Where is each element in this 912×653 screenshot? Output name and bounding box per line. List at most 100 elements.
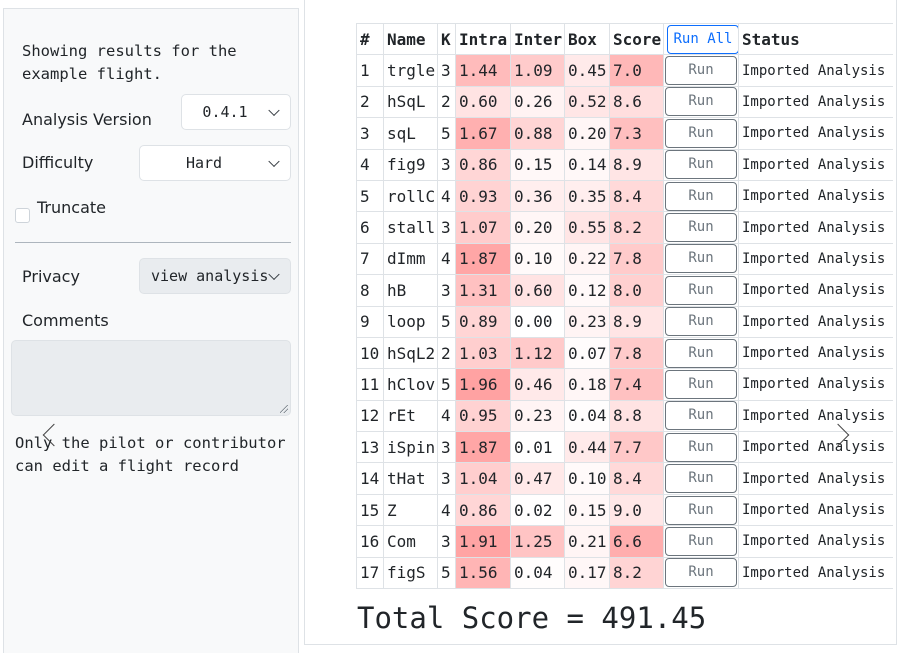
row-k: 3 <box>437 54 456 87</box>
row-status: Imported Analysis a <box>738 242 893 276</box>
header-inter: Inter <box>510 23 565 56</box>
row-box: 0.10 <box>564 462 610 495</box>
row-score: 8.9 <box>609 148 664 181</box>
row-score: 7.4 <box>609 368 664 401</box>
row-name: fig9 <box>383 148 438 181</box>
row-box: 0.20 <box>564 117 610 150</box>
row-number: 6 <box>356 211 384 244</box>
run-cell: Run <box>663 525 739 558</box>
row-name: hSqL <box>383 85 438 119</box>
row-name: tHat <box>383 462 438 495</box>
analysis-version-value: 0.4.1 <box>202 103 248 121</box>
row-inter: 0.01 <box>510 431 565 464</box>
row-number: 13 <box>356 431 384 464</box>
run-cell: Run <box>663 274 739 307</box>
run-button[interactable]: Run <box>665 526 737 556</box>
table-row: 14 tHat 3 1.04 0.47 0.10 8.4 Run Imported Analys… <box>356 462 893 495</box>
row-box: 0.18 <box>564 368 610 401</box>
run-button[interactable]: Run <box>665 307 737 337</box>
row-score: 6.6 <box>609 525 664 558</box>
results-table-container[interactable]: # Name K Intra Inter Box Score Run All S… <box>356 23 893 590</box>
row-inter: 0.02 <box>510 493 565 527</box>
row-k: 5 <box>437 305 456 338</box>
row-k: 4 <box>437 179 456 213</box>
row-status: Imported Analysis a <box>738 431 893 464</box>
run-cell: Run <box>663 399 739 433</box>
row-k: 5 <box>437 556 456 590</box>
run-cell: Run <box>663 431 739 464</box>
run-button[interactable]: Run <box>665 558 737 588</box>
run-button[interactable]: Run <box>665 432 737 462</box>
row-k: 4 <box>437 399 456 433</box>
resize-grip-icon[interactable] <box>280 405 288 413</box>
row-intra: 1.07 <box>455 211 511 244</box>
row-intra: 1.31 <box>455 274 511 307</box>
run-button[interactable]: Run <box>665 495 737 525</box>
run-button[interactable]: Run <box>665 401 737 431</box>
row-score: 8.4 <box>609 179 664 213</box>
row-intra: 0.95 <box>455 399 511 433</box>
run-cell: Run <box>663 336 739 370</box>
row-inter: 0.47 <box>510 462 565 495</box>
table-row: 12 rEt 4 0.95 0.23 0.04 8.8 Run Imported Analysi… <box>356 399 893 433</box>
run-button[interactable]: Run <box>665 118 737 148</box>
table-row: 3 sqL 5 1.67 0.88 0.20 7.3 Run Imported Analysis… <box>356 117 893 150</box>
row-number: 10 <box>356 336 384 370</box>
row-inter: 0.04 <box>510 556 565 590</box>
row-box: 0.15 <box>564 493 610 527</box>
row-score: 8.2 <box>609 211 664 244</box>
row-status: Imported Analysis a <box>738 305 893 338</box>
row-status: Imported Analysis a <box>738 368 893 401</box>
table-row: 1 trgle 3 1.44 1.09 0.45 7.0 Run Imported Analys… <box>356 54 893 87</box>
row-number: 4 <box>356 148 384 181</box>
table-row: 10 hSqL2 2 1.03 1.12 0.07 7.8 Run Imported Analy… <box>356 336 893 370</box>
difficulty-select[interactable]: Hard <box>139 145 291 181</box>
run-button[interactable]: Run <box>665 213 737 243</box>
header-score: Score <box>609 23 664 56</box>
table-row: 4 fig9 3 0.86 0.15 0.14 8.9 Run Imported Analysi… <box>356 148 893 181</box>
row-intra: 0.89 <box>455 305 511 338</box>
analysis-version-select[interactable]: 0.4.1 <box>181 94 291 130</box>
run-button[interactable]: Run <box>665 369 737 399</box>
row-number: 8 <box>356 274 384 307</box>
truncate-checkbox[interactable] <box>15 208 30 223</box>
row-inter: 0.20 <box>510 211 565 244</box>
run-all-cell: Run All <box>663 23 739 56</box>
row-box: 0.17 <box>564 556 610 590</box>
table-row: 6 stall 3 1.07 0.20 0.55 8.2 Run Imported Analys… <box>356 211 893 244</box>
run-button[interactable]: Run <box>665 181 737 211</box>
run-button[interactable]: Run <box>665 464 737 494</box>
run-button[interactable]: Run <box>665 150 737 180</box>
truncate-label: Truncate <box>37 198 106 217</box>
row-box: 0.52 <box>564 85 610 119</box>
comments-textarea[interactable] <box>11 340 291 416</box>
table-row: 5 rollC 4 0.93 0.36 0.35 8.4 Run Imported Analys… <box>356 179 893 213</box>
run-button[interactable]: Run <box>665 56 737 86</box>
run-button[interactable]: Run <box>665 87 737 117</box>
run-button[interactable]: Run <box>665 338 737 368</box>
row-name: Com <box>383 525 438 558</box>
row-intra: 1.67 <box>455 117 511 150</box>
row-intra: 1.44 <box>455 54 511 87</box>
privacy-label: Privacy <box>22 267 80 286</box>
row-name: rEt <box>383 399 438 433</box>
header-intra: Intra <box>455 23 511 56</box>
run-button[interactable]: Run <box>665 244 737 274</box>
header-number: # <box>356 23 384 56</box>
row-status: Imported Analysis a <box>738 211 893 244</box>
run-cell: Run <box>663 556 739 590</box>
table-row: 2 hSqL 2 0.60 0.26 0.52 8.6 Run Imported Analysi… <box>356 85 893 119</box>
row-status: Imported Analysis a <box>738 556 893 590</box>
row-status: Imported Analysis a <box>738 525 893 558</box>
table-row: 7 dImm 4 1.87 0.10 0.22 7.8 Run Imported Analysi… <box>356 242 893 276</box>
row-intra: 1.04 <box>455 462 511 495</box>
table-row: 16 Com 3 1.91 1.25 0.21 6.6 Run Imported Analysi… <box>356 525 893 558</box>
row-k: 4 <box>437 493 456 527</box>
privacy-select[interactable]: view analysis <box>139 258 291 294</box>
row-inter: 0.36 <box>510 179 565 213</box>
row-box: 0.22 <box>564 242 610 276</box>
run-cell: Run <box>663 368 739 401</box>
row-number: 9 <box>356 305 384 338</box>
run-all-button[interactable]: Run All <box>667 24 738 54</box>
run-button[interactable]: Run <box>665 275 737 305</box>
